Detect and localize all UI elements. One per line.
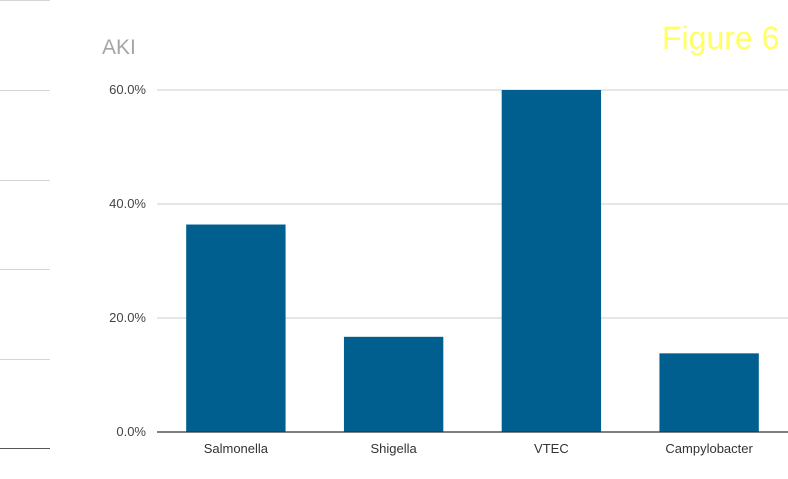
x-tick-label: Campylobacter: [665, 441, 753, 456]
left-rule-3: [0, 180, 50, 181]
y-tick-label: 40.0%: [109, 196, 146, 211]
y-tick-label: 60.0%: [109, 82, 146, 97]
left-rule-5: [0, 359, 50, 360]
bar: [186, 224, 286, 432]
x-tick-label: Shigella: [370, 441, 417, 456]
left-rule-2: [0, 90, 50, 91]
x-tick-label: VTEC: [534, 441, 569, 456]
bar: [343, 336, 444, 432]
left-rule-1: [0, 0, 50, 1]
x-tick-label: Salmonella: [204, 441, 269, 456]
chart-title: AKI: [102, 36, 136, 59]
left-rule-6: [0, 448, 50, 449]
y-tick-label: 0.0%: [116, 424, 146, 439]
y-tick-label: 20.0%: [109, 310, 146, 325]
left-rule-4: [0, 269, 50, 270]
figure-label: Figure 6: [662, 20, 780, 56]
bar: [659, 353, 759, 432]
bar: [501, 90, 602, 432]
